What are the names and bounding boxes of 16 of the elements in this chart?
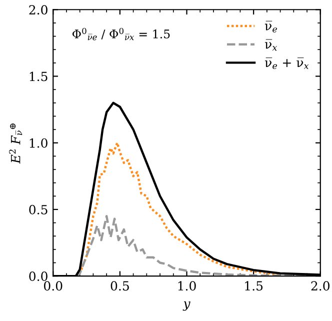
legend-label: ν̅$_{x}$ [264, 39, 278, 51]
y-tick-label: 0.5 [29, 204, 48, 214]
annotation: Φ$^{0}$$_{ν̅e}$ / Φ$^{0}$$_{ν̅x}$ = 1.5 [72, 28, 170, 40]
y-axis-title: E$^{2}$ F$_{ν̅}$$^{⊕}$ [9, 123, 22, 164]
legend-label: ν̅$_{e}$ + ν̅$_{x}$ [264, 58, 309, 70]
y-tick-label: 1.5 [30, 72, 48, 82]
x-tick-label: 2.0 [311, 281, 330, 291]
x-tick-label: 1.0 [178, 281, 196, 291]
x-tick-label: 0.5 [110, 281, 129, 291]
legend-label: ν̅$_{e}$ [264, 20, 278, 32]
x-tick-label: 1.5 [245, 281, 263, 291]
y-tick-label: 2.0 [29, 5, 48, 15]
x-tick-label: 0.0 [44, 281, 62, 291]
y-tick-label: 1.0 [30, 138, 48, 148]
y-tick-label: 0.0 [29, 272, 48, 281]
x-axis-title: y [182, 301, 190, 311]
